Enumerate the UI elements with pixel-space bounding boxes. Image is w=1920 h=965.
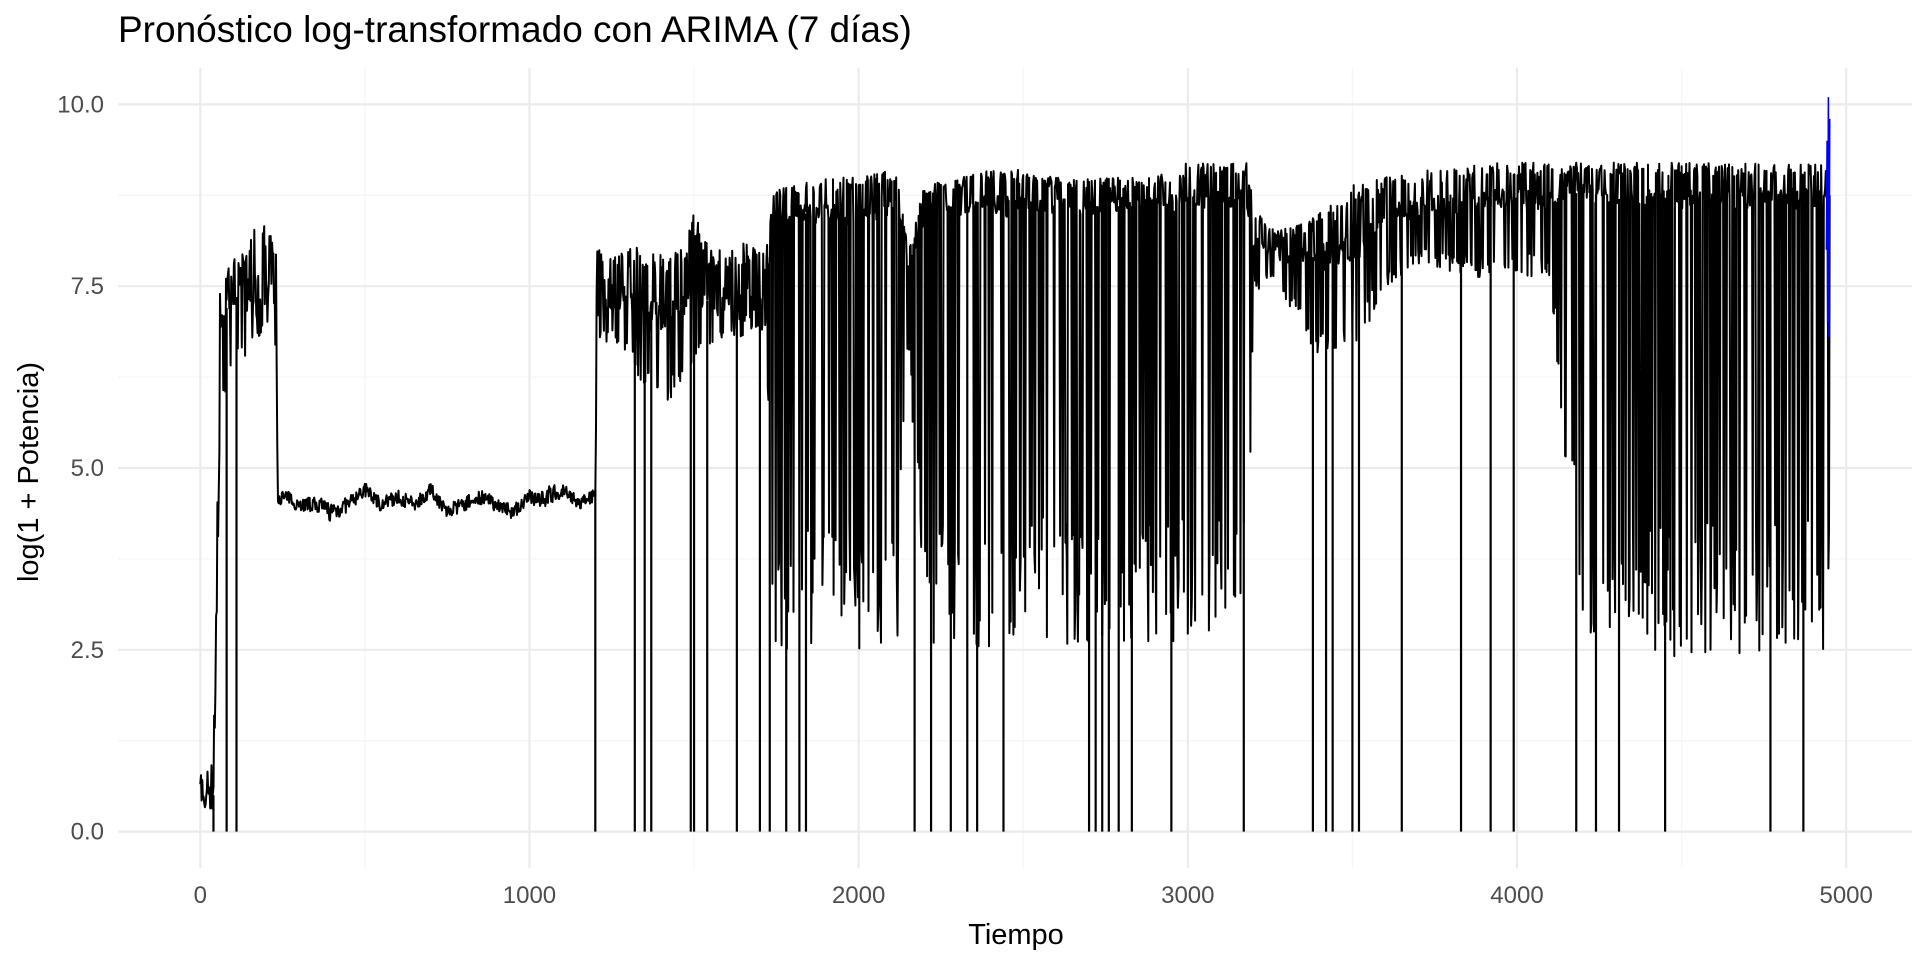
y-axis-title: log(1 + Potencia)	[13, 362, 45, 582]
x-tick-label: 0	[194, 882, 207, 909]
observed-series-line	[199, 161, 1831, 810]
x-tick-label: 4000	[1490, 882, 1543, 909]
y-tick-label: 10.0	[57, 91, 104, 118]
x-axis-tick-labels: 0 1000 2000 3000 4000 5000	[194, 882, 1873, 909]
y-tick-label: 7.5	[71, 273, 104, 300]
series-layer	[199, 97, 1831, 832]
x-axis-title: Tiempo	[968, 919, 1064, 951]
x-tick-label: 5000	[1819, 882, 1872, 909]
chart-title: Pronóstico log-transformado con ARIMA (7…	[118, 9, 912, 50]
y-axis-tick-labels: 0.0 2.5 5.0 7.5 10.0	[57, 91, 104, 845]
y-tick-label: 5.0	[71, 455, 104, 482]
x-tick-label: 2000	[832, 882, 885, 909]
y-tick-label: 0.0	[71, 819, 104, 846]
y-tick-label: 2.5	[71, 637, 104, 664]
x-tick-label: 3000	[1161, 882, 1214, 909]
forecast-series-line	[1825, 97, 1831, 338]
x-tick-label: 1000	[503, 882, 556, 909]
